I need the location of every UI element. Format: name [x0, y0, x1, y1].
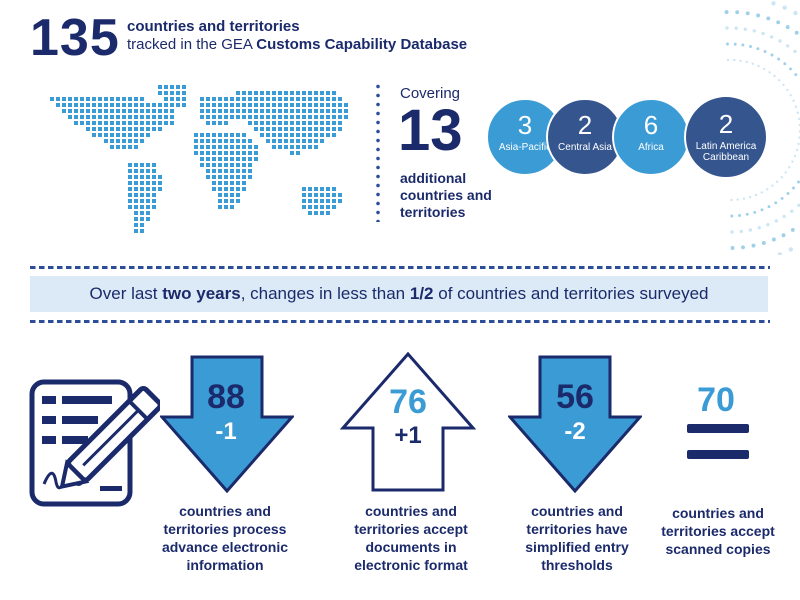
header-subtitle-database: Customs Capability Database: [256, 36, 468, 53]
stat-number: 56: [556, 378, 594, 416]
region-count: 6: [643, 110, 659, 140]
dashed-separator-top: [30, 266, 770, 269]
stat-number: 88: [207, 378, 245, 416]
stat-change: +1: [394, 422, 422, 449]
arrow-down-icon: [508, 355, 642, 493]
header-subtitle: tracked in the GEA Customs Capability Da…: [127, 36, 467, 53]
vertical-divider: [375, 82, 381, 222]
stat-change: -1: [215, 418, 237, 445]
equals-icon: [687, 424, 749, 433]
arrow-down-icon: [160, 355, 294, 493]
region-count: 2: [577, 110, 593, 140]
stat-description: countries and territories accept scanned…: [661, 505, 775, 557]
stat-description: countries and territories have simplifie…: [525, 503, 629, 573]
dashed-separator-bottom: [30, 320, 770, 323]
summary-band: [30, 276, 768, 312]
stat-number: 70: [697, 381, 735, 419]
summary-suffix: of countries and territories surveyed: [433, 284, 709, 303]
equals-icon-bar: [687, 450, 749, 459]
stat-change: -2: [564, 418, 586, 445]
document-pen-icon: [29, 379, 160, 507]
region-label: Central Asia: [558, 142, 612, 153]
summary-bold-fraction: 1/2: [409, 284, 434, 303]
region-count: 2: [718, 109, 734, 139]
region-label: Asia-Pacific: [498, 142, 552, 153]
world-map-icon: [50, 85, 348, 233]
region-label: Africa: [638, 142, 664, 153]
arrow-up-icon: [340, 352, 476, 492]
total-countries-number: 135: [30, 9, 120, 67]
stat-number: 76: [389, 383, 427, 421]
decorative-dots: [724, 1, 800, 255]
region-circle-latin-america-caribbean: 2 Latin America Caribbean: [684, 95, 768, 179]
covering-number: 13: [398, 98, 463, 163]
summary-text: Over last two years, changes in less tha…: [30, 284, 768, 304]
summary-bold-period: two years: [162, 284, 241, 303]
summary-prefix: Over last: [89, 284, 163, 303]
region-circle-central-asia: 2 Central Asia: [546, 98, 624, 176]
covering-label: Covering: [400, 85, 461, 102]
region-count: 3: [517, 110, 533, 140]
covering-description: additional countries and territories: [400, 170, 492, 220]
region-circle-africa: 6 Africa: [612, 98, 690, 176]
stat-description: countries and territories accept documen…: [354, 503, 468, 573]
header-subtitle-prefix: tracked in the GEA: [127, 36, 257, 53]
header-title: countries and territories: [127, 18, 300, 35]
summary-middle: , changes in less than: [240, 284, 410, 303]
stat-description: countries and territories process advanc…: [161, 503, 289, 573]
region-label: Latin America Caribbean: [695, 141, 757, 163]
